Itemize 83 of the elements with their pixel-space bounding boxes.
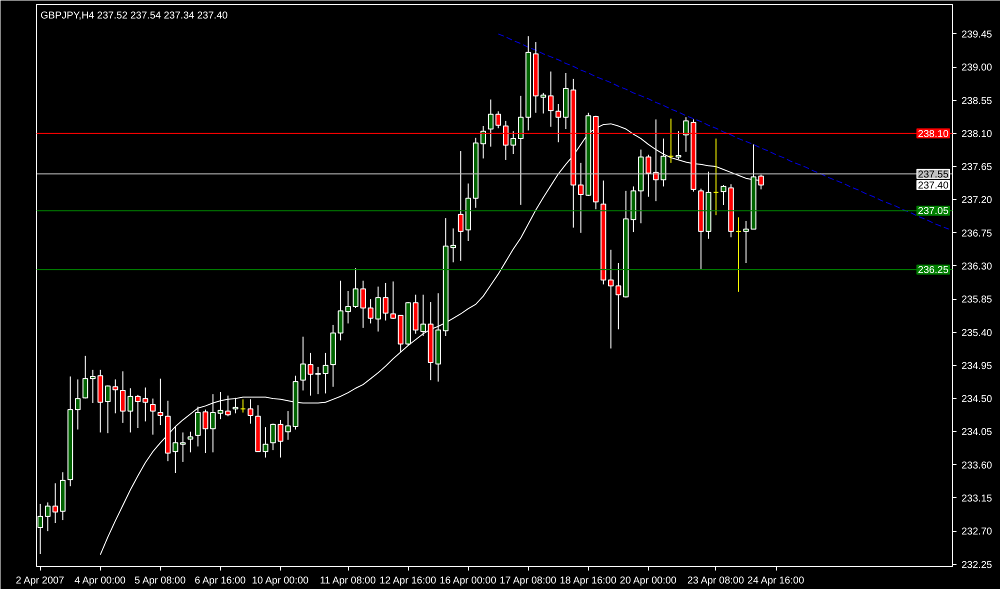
candlestick bbox=[368, 298, 374, 324]
y-tick-label: 234.50 bbox=[962, 394, 993, 406]
y-tick-label: 234.05 bbox=[962, 427, 993, 438]
candlestick bbox=[488, 99, 494, 148]
x-tick-label: 24 Apr 16:00 bbox=[747, 576, 805, 586]
candlestick bbox=[352, 268, 358, 308]
y-tick-label: 238.10 bbox=[962, 128, 993, 140]
candlestick bbox=[608, 249, 614, 349]
candlestick bbox=[743, 220, 749, 264]
candlestick bbox=[616, 262, 622, 330]
candlestick bbox=[578, 162, 584, 234]
y-tick-label: 236.30 bbox=[962, 261, 993, 272]
candlestick bbox=[120, 370, 126, 424]
ref-line-label: 236.25 bbox=[918, 265, 949, 276]
candlestick bbox=[510, 130, 516, 155]
y-tick-label: 233.60 bbox=[962, 460, 993, 472]
candlestick bbox=[495, 110, 502, 129]
y-tick-label: 239.45 bbox=[962, 29, 993, 40]
y-tick-label: 232.70 bbox=[962, 526, 993, 538]
y-tick-label: 238.55 bbox=[962, 96, 993, 107]
candlestick bbox=[390, 280, 396, 320]
text: GBPJPY,H4 237.52 237.54 237.34 237.40 bbox=[40, 10, 228, 22]
x-tick-label: 18 Apr 16:00 bbox=[560, 576, 617, 586]
x-tick-label: 4 Apr 00:00 bbox=[74, 576, 126, 586]
y-tick-label: 234.95 bbox=[962, 360, 993, 372]
candlestick bbox=[540, 92, 546, 114]
candlestick bbox=[480, 126, 486, 159]
x-tick-label: 5 Apr 08:00 bbox=[134, 576, 186, 586]
ref-line-label: 237.05 bbox=[918, 206, 949, 218]
candlestick bbox=[420, 294, 426, 336]
candlestick bbox=[188, 431, 194, 453]
candlestick bbox=[322, 352, 328, 394]
x-tick-label: 6 Apr 16:00 bbox=[194, 576, 246, 586]
x-tick-label: 20 Apr 00:00 bbox=[620, 576, 677, 586]
candlestick bbox=[172, 426, 178, 474]
x-tick-label: 12 Apr 16:00 bbox=[380, 576, 437, 586]
candlestick bbox=[74, 378, 81, 430]
candlestick bbox=[90, 369, 96, 404]
candlestick bbox=[375, 286, 381, 332]
candlestick bbox=[518, 95, 524, 206]
candlestick bbox=[345, 290, 351, 324]
candlestick bbox=[240, 398, 246, 414]
candlestick bbox=[338, 280, 344, 341]
candlestick bbox=[82, 355, 88, 400]
annotation: 237.40 bbox=[918, 180, 949, 192]
candlestick bbox=[668, 118, 674, 164]
y-tick-label: 232.25 bbox=[962, 560, 993, 571]
candlestick bbox=[135, 394, 141, 429]
candlestick bbox=[713, 138, 719, 216]
x-tick-label: 23 Apr 08:00 bbox=[687, 576, 745, 586]
candlestick bbox=[150, 398, 156, 436]
candlestick bbox=[382, 282, 388, 321]
y-tick-label: 237.20 bbox=[962, 195, 993, 206]
y-tick-label: 235.40 bbox=[962, 328, 993, 339]
ref-line-label: 238.10 bbox=[918, 128, 949, 140]
y-tick-label: 236.75 bbox=[962, 228, 993, 240]
candlestick bbox=[676, 130, 682, 160]
x-tick-label: 16 Apr 00:00 bbox=[440, 576, 497, 586]
candlestick bbox=[158, 378, 164, 426]
candlestick bbox=[128, 388, 134, 433]
candlestick bbox=[44, 502, 51, 532]
candlestick bbox=[232, 397, 238, 414]
candlestick bbox=[736, 216, 742, 292]
y-tick-label: 237.65 bbox=[962, 162, 993, 174]
y-tick-label: 233.15 bbox=[962, 494, 993, 504]
x-tick-label: 11 Apr 08:00 bbox=[320, 576, 376, 586]
candlestick bbox=[548, 71, 554, 128]
candlestick bbox=[458, 150, 464, 262]
candlestick bbox=[105, 384, 111, 434]
candlestick bbox=[360, 280, 366, 328]
candlestick bbox=[450, 228, 456, 263]
candlestick bbox=[52, 482, 58, 524]
y-tick-label: 235.85 bbox=[962, 294, 993, 306]
x-tick-label: 17 Apr 08:00 bbox=[500, 576, 557, 586]
x-tick-label: 10 Apr 00:00 bbox=[252, 576, 310, 586]
candlestick bbox=[248, 398, 254, 424]
candlestick bbox=[646, 154, 652, 198]
candlestick bbox=[112, 378, 118, 414]
line-series bbox=[498, 33, 950, 230]
ref-line-label: 237.55 bbox=[918, 169, 949, 180]
y-tick-label: 239.00 bbox=[962, 62, 993, 74]
candlestick bbox=[142, 387, 148, 422]
x-tick-label: 2 Apr 2007 bbox=[16, 576, 65, 586]
